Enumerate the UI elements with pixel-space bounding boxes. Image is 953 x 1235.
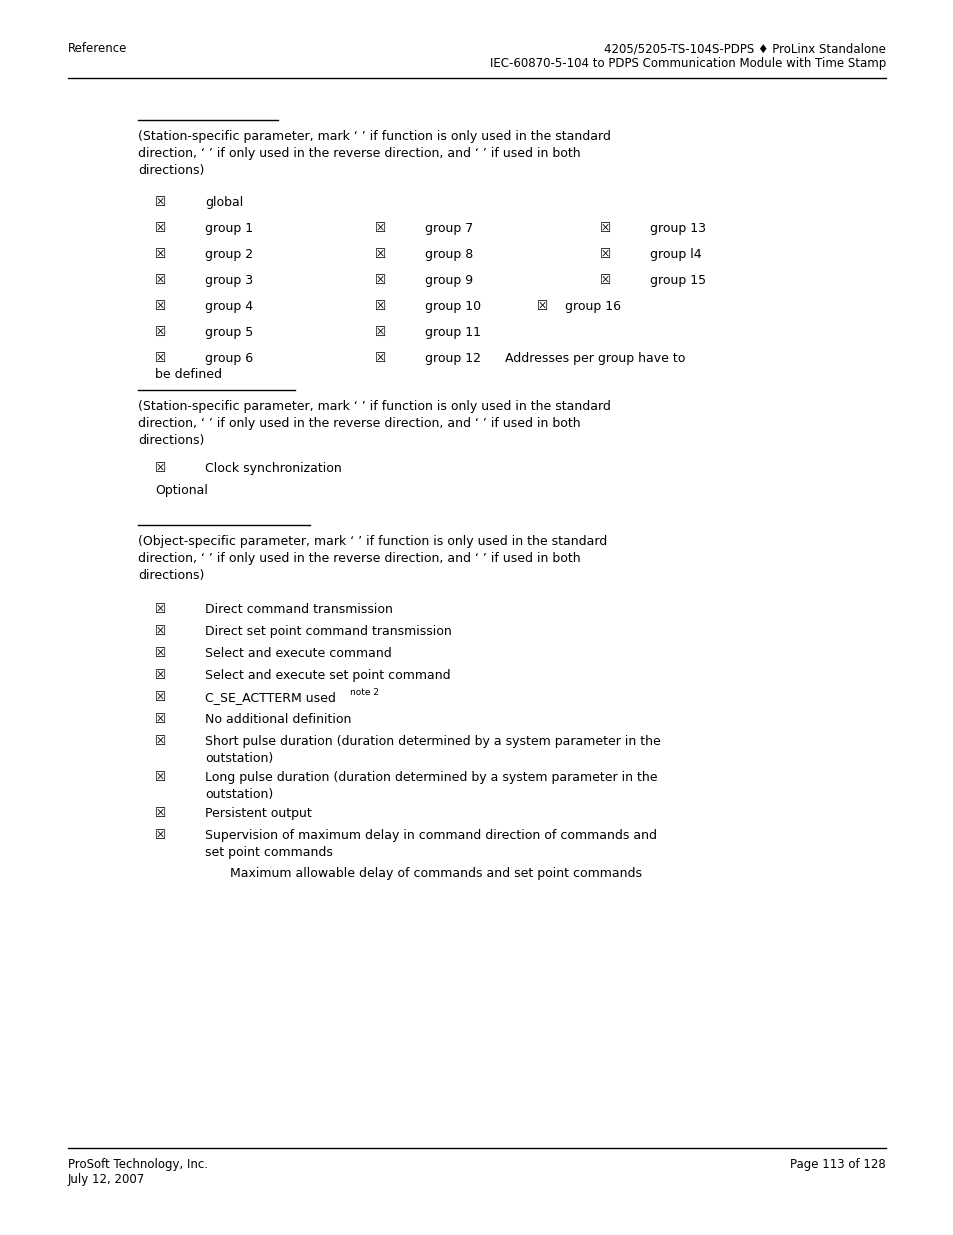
Text: group 9: group 9 — [424, 274, 473, 287]
Text: Maximum allowable delay of commands and set point commands: Maximum allowable delay of commands and … — [230, 867, 641, 881]
Text: group 8: group 8 — [424, 248, 473, 261]
Text: ☒: ☒ — [599, 274, 611, 287]
Text: group 4: group 4 — [205, 300, 253, 312]
Text: (Object-specific parameter, mark ‘ ’ if function is only used in the standard
di: (Object-specific parameter, mark ‘ ’ if … — [138, 535, 607, 582]
Text: Long pulse duration (duration determined by a system parameter in the
outstation: Long pulse duration (duration determined… — [205, 771, 657, 802]
Text: Short pulse duration (duration determined by a system parameter in the
outstatio: Short pulse duration (duration determine… — [205, 735, 660, 764]
Text: Persistent output: Persistent output — [205, 806, 312, 820]
Text: ☒: ☒ — [154, 771, 166, 784]
Text: Reference: Reference — [68, 42, 128, 56]
Text: ☒: ☒ — [375, 300, 386, 312]
Text: group 10: group 10 — [424, 300, 480, 312]
Text: ☒: ☒ — [375, 326, 386, 338]
Text: Select and execute set point command: Select and execute set point command — [205, 669, 450, 682]
Text: group 6: group 6 — [205, 352, 253, 366]
Text: ☒: ☒ — [154, 692, 166, 704]
Text: group 7: group 7 — [424, 222, 473, 235]
Text: group 3: group 3 — [205, 274, 253, 287]
Text: (Station-specific parameter, mark ‘ ’ if function is only used in the standard
d: (Station-specific parameter, mark ‘ ’ if… — [138, 130, 610, 177]
Text: ☒: ☒ — [154, 274, 166, 287]
Text: July 12, 2007: July 12, 2007 — [68, 1173, 145, 1186]
Text: ☒: ☒ — [154, 713, 166, 726]
Text: ☒: ☒ — [599, 222, 611, 235]
Text: group 5: group 5 — [205, 326, 253, 338]
Text: global: global — [205, 196, 243, 209]
Text: ☒: ☒ — [375, 274, 386, 287]
Text: ☒: ☒ — [154, 462, 166, 475]
Text: be defined: be defined — [154, 368, 222, 382]
Text: ☒: ☒ — [154, 222, 166, 235]
Text: ☒: ☒ — [154, 603, 166, 616]
Text: C_SE_ACTTERM used: C_SE_ACTTERM used — [205, 692, 339, 704]
Text: Direct set point command transmission: Direct set point command transmission — [205, 625, 452, 638]
Text: group 2: group 2 — [205, 248, 253, 261]
Text: group 1: group 1 — [205, 222, 253, 235]
Text: ☒: ☒ — [154, 669, 166, 682]
Text: group 13: group 13 — [649, 222, 705, 235]
Text: No additional definition: No additional definition — [205, 713, 351, 726]
Text: ☒: ☒ — [154, 196, 166, 209]
Text: group 16: group 16 — [564, 300, 620, 312]
Text: Optional: Optional — [154, 484, 208, 496]
Text: Direct command transmission: Direct command transmission — [205, 603, 393, 616]
Text: group 11: group 11 — [424, 326, 480, 338]
Text: ☒: ☒ — [154, 625, 166, 638]
Text: ☒: ☒ — [154, 735, 166, 748]
Text: Clock synchronization: Clock synchronization — [205, 462, 341, 475]
Text: Select and execute command: Select and execute command — [205, 647, 392, 659]
Text: ☒: ☒ — [154, 352, 166, 366]
Text: ☒: ☒ — [154, 326, 166, 338]
Text: note 2: note 2 — [350, 688, 378, 697]
Text: Addresses per group have to: Addresses per group have to — [504, 352, 684, 366]
Text: Supervision of maximum delay in command direction of commands and
set point comm: Supervision of maximum delay in command … — [205, 829, 657, 860]
Text: ☒: ☒ — [599, 248, 611, 261]
Text: ☒: ☒ — [154, 248, 166, 261]
Text: ProSoft Technology, Inc.: ProSoft Technology, Inc. — [68, 1158, 208, 1171]
Text: ☒: ☒ — [154, 647, 166, 659]
Text: ☒: ☒ — [154, 300, 166, 312]
Text: ☒: ☒ — [375, 248, 386, 261]
Text: ☒: ☒ — [154, 829, 166, 842]
Text: ☒: ☒ — [154, 806, 166, 820]
Text: Page 113 of 128: Page 113 of 128 — [789, 1158, 885, 1171]
Text: group l4: group l4 — [649, 248, 700, 261]
Text: ☒: ☒ — [375, 352, 386, 366]
Text: group 12: group 12 — [424, 352, 480, 366]
Text: IEC-60870-5-104 to PDPS Communication Module with Time Stamp: IEC-60870-5-104 to PDPS Communication Mo… — [489, 57, 885, 70]
Text: 4205/5205-TS-104S-PDPS ♦ ProLinx Standalone: 4205/5205-TS-104S-PDPS ♦ ProLinx Standal… — [603, 42, 885, 56]
Text: group 15: group 15 — [649, 274, 705, 287]
Text: ☒: ☒ — [375, 222, 386, 235]
Text: (Station-specific parameter, mark ‘ ’ if function is only used in the standard
d: (Station-specific parameter, mark ‘ ’ if… — [138, 400, 610, 447]
Text: ☒: ☒ — [537, 300, 548, 312]
